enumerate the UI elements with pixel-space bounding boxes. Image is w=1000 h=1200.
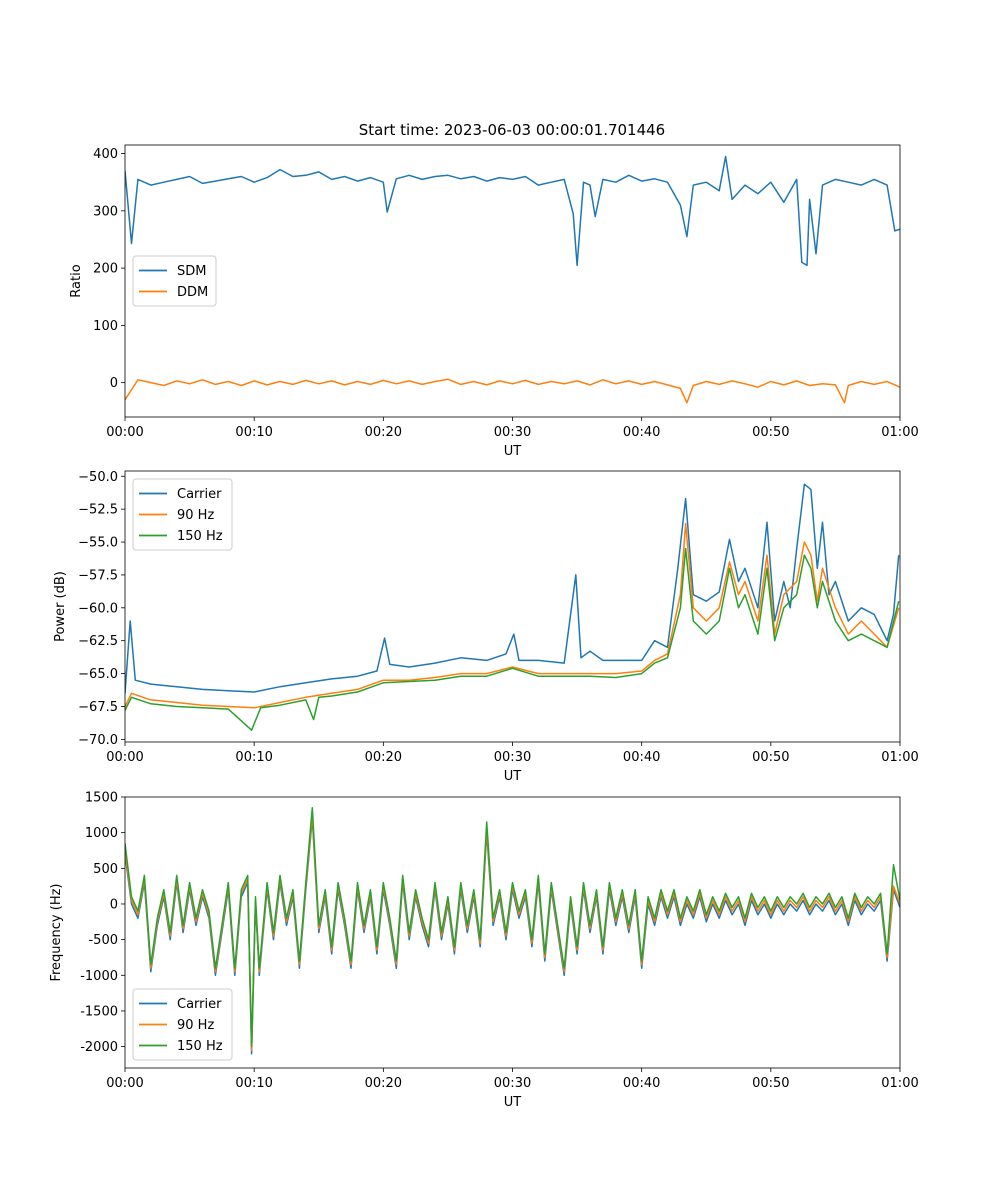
series-line-150-hz bbox=[125, 547, 900, 731]
x-tick-label: 01:00 bbox=[881, 750, 918, 765]
x-tick-label: 00:10 bbox=[235, 750, 272, 765]
y-tick-label: 300 bbox=[93, 204, 118, 219]
y-axis-label: Power (dB) bbox=[53, 571, 68, 642]
series-line-carrier bbox=[125, 483, 900, 694]
x-tick-label: 00:50 bbox=[752, 750, 789, 765]
x-tick-label: 00:40 bbox=[623, 1076, 660, 1091]
y-tick-label: 1500 bbox=[85, 791, 118, 806]
legend-label: 150 Hz bbox=[177, 1039, 223, 1054]
legend-box bbox=[132, 255, 217, 307]
x-tick-label: 01:00 bbox=[881, 1076, 918, 1091]
legend-box bbox=[132, 478, 233, 551]
y-tick-label: −55.0 bbox=[78, 536, 118, 551]
legend-box bbox=[132, 988, 233, 1061]
y-tick-label: 0 bbox=[110, 376, 118, 391]
y-tick-label: 200 bbox=[93, 262, 118, 277]
y-ticks: −70.0 −67.5 −65.0 −62.5 −60.0 −57.5 −55.0 −52.5… bbox=[78, 470, 125, 748]
y-tick-label: −65.0 bbox=[78, 667, 118, 682]
y-ticks: 0 100 200 300 400 bbox=[93, 147, 125, 391]
y-tick-label: −67.5 bbox=[78, 700, 118, 715]
legend: Carrier 90 Hz 150 Hz bbox=[132, 478, 233, 551]
x-axis-label: UT bbox=[504, 1095, 522, 1110]
x-tick-label: 00:00 bbox=[106, 750, 143, 765]
y-tick-label: -1500 bbox=[80, 1004, 118, 1019]
x-ticks: 00:00 00:10 00:20 00:30 00:40 00:50 01:00 bbox=[106, 742, 919, 765]
x-tick-label: 00:00 bbox=[106, 1076, 143, 1091]
legend-label: 150 Hz bbox=[177, 529, 223, 544]
series-lines bbox=[125, 155, 900, 404]
y-tick-label: 400 bbox=[93, 147, 118, 162]
x-tick-label: 00:30 bbox=[494, 425, 531, 440]
x-tick-label: 00:00 bbox=[106, 425, 143, 440]
y-tick-label: −50.0 bbox=[78, 470, 118, 485]
y-tick-label: -1000 bbox=[80, 969, 118, 984]
x-tick-label: 00:10 bbox=[235, 1076, 272, 1091]
x-axis-label: UT bbox=[504, 769, 522, 784]
panel-frequency: 00:00 00:10 00:20 00:30 00:40 00:50 01:00 -2000… bbox=[49, 791, 919, 1111]
series-line-150-hz bbox=[125, 806, 900, 1048]
y-tick-label: 0 bbox=[110, 897, 118, 912]
panel-power: 00:00 00:10 00:20 00:30 00:40 00:50 01:00 −70.0… bbox=[53, 470, 919, 784]
y-tick-label: -2000 bbox=[80, 1040, 118, 1055]
x-ticks: 00:00 00:10 00:20 00:30 00:40 00:50 01:00 bbox=[106, 1068, 919, 1091]
y-tick-label: 100 bbox=[93, 319, 118, 334]
y-tick-label: -500 bbox=[88, 933, 118, 948]
figure-title: Start time: 2023-06-03 00:00:01.701446 bbox=[359, 121, 665, 139]
x-tick-label: 00:50 bbox=[752, 425, 789, 440]
legend-label: SDM bbox=[177, 264, 206, 279]
legend: SDM DDM bbox=[132, 255, 217, 307]
y-axis-label: Ratio bbox=[69, 264, 84, 297]
series-lines bbox=[125, 806, 900, 1055]
y-tick-label: −57.5 bbox=[78, 568, 118, 583]
series-lines bbox=[125, 483, 900, 731]
x-ticks: 00:00 00:10 00:20 00:30 00:40 00:50 01:00 bbox=[106, 417, 919, 440]
x-tick-label: 00:50 bbox=[752, 1076, 789, 1091]
x-tick-label: 00:40 bbox=[623, 750, 660, 765]
panel-ratio: 00:00 00:10 00:20 00:30 00:40 00:50 01:00 0 100 2… bbox=[69, 144, 919, 459]
x-tick-label: 00:20 bbox=[365, 1076, 402, 1091]
legend-label: 90 Hz bbox=[177, 508, 214, 523]
legend-label: 90 Hz bbox=[177, 1018, 214, 1033]
y-tick-label: −62.5 bbox=[78, 634, 118, 649]
y-tick-label: −60.0 bbox=[78, 601, 118, 616]
y-axis-label: Frequency (Hz) bbox=[49, 883, 64, 981]
x-tick-label: 00:20 bbox=[365, 750, 402, 765]
y-tick-label: 500 bbox=[93, 862, 118, 877]
legend: Carrier 90 Hz 150 Hz bbox=[132, 988, 233, 1061]
legend-label: DDM bbox=[177, 285, 208, 300]
x-axis-label: UT bbox=[504, 444, 522, 459]
legend-label: Carrier bbox=[177, 487, 222, 502]
series-line-ddm bbox=[125, 378, 900, 404]
x-tick-label: 00:30 bbox=[494, 750, 531, 765]
y-tick-label: −52.5 bbox=[78, 503, 118, 518]
y-tick-label: 1000 bbox=[85, 826, 118, 841]
x-tick-label: 01:00 bbox=[881, 425, 918, 440]
x-tick-label: 00:10 bbox=[235, 425, 272, 440]
y-tick-label: −70.0 bbox=[78, 733, 118, 748]
series-line-90-hz bbox=[125, 522, 900, 709]
x-tick-label: 00:30 bbox=[494, 1076, 531, 1091]
x-tick-label: 00:20 bbox=[365, 425, 402, 440]
legend-label: Carrier bbox=[177, 997, 222, 1012]
x-tick-label: 00:40 bbox=[623, 425, 660, 440]
series-line-sdm bbox=[125, 155, 900, 267]
y-ticks: -2000 -1500 -1000 -500 0 500 1000 1500 bbox=[80, 791, 125, 1055]
